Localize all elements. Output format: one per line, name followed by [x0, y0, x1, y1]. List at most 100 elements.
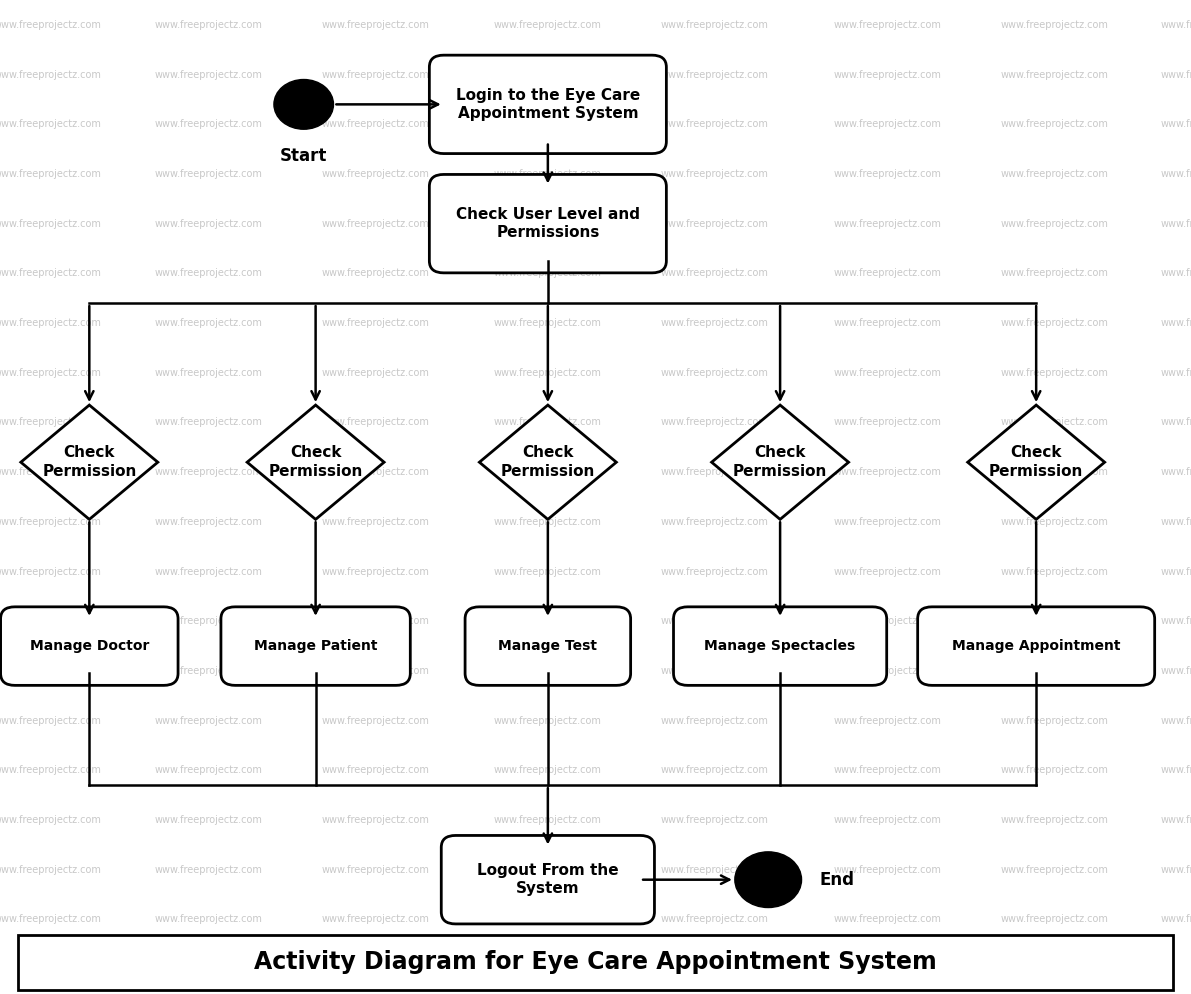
Text: www.freeprojectz.com: www.freeprojectz.com: [494, 268, 601, 278]
Text: www.freeprojectz.com: www.freeprojectz.com: [1000, 368, 1108, 378]
Text: www.freeprojectz.com: www.freeprojectz.com: [0, 815, 101, 825]
Text: www.freeprojectz.com: www.freeprojectz.com: [155, 318, 262, 328]
Text: www.freeprojectz.com: www.freeprojectz.com: [0, 318, 101, 328]
Text: www.freeprojectz.com: www.freeprojectz.com: [322, 169, 429, 179]
Text: www.freeprojectz.com: www.freeprojectz.com: [661, 20, 768, 30]
Text: www.freeprojectz.com: www.freeprojectz.com: [494, 914, 601, 924]
Text: www.freeprojectz.com: www.freeprojectz.com: [322, 765, 429, 775]
Text: www.freeprojectz.com: www.freeprojectz.com: [494, 815, 601, 825]
Text: Manage Test: Manage Test: [498, 639, 598, 653]
Text: www.freeprojectz.com: www.freeprojectz.com: [322, 616, 429, 626]
Text: www.freeprojectz.com: www.freeprojectz.com: [1161, 716, 1191, 726]
Text: www.freeprojectz.com: www.freeprojectz.com: [661, 467, 768, 477]
Text: www.freeprojectz.com: www.freeprojectz.com: [1000, 417, 1108, 427]
Text: Check User Level and
Permissions: Check User Level and Permissions: [456, 207, 640, 241]
Text: www.freeprojectz.com: www.freeprojectz.com: [1161, 368, 1191, 378]
FancyBboxPatch shape: [464, 606, 631, 686]
Text: www.freeprojectz.com: www.freeprojectz.com: [155, 20, 262, 30]
Text: www.freeprojectz.com: www.freeprojectz.com: [661, 268, 768, 278]
Text: www.freeprojectz.com: www.freeprojectz.com: [834, 914, 941, 924]
Text: www.freeprojectz.com: www.freeprojectz.com: [322, 70, 429, 80]
Text: www.freeprojectz.com: www.freeprojectz.com: [1161, 268, 1191, 278]
Text: www.freeprojectz.com: www.freeprojectz.com: [661, 417, 768, 427]
Text: www.freeprojectz.com: www.freeprojectz.com: [494, 417, 601, 427]
Text: www.freeprojectz.com: www.freeprojectz.com: [834, 119, 941, 129]
Text: Activity Diagram for Eye Care Appointment System: Activity Diagram for Eye Care Appointmen…: [254, 950, 937, 974]
Text: Manage Doctor: Manage Doctor: [30, 639, 149, 653]
Text: www.freeprojectz.com: www.freeprojectz.com: [1161, 70, 1191, 80]
Text: www.freeprojectz.com: www.freeprojectz.com: [494, 716, 601, 726]
Text: www.freeprojectz.com: www.freeprojectz.com: [322, 268, 429, 278]
Text: Manage Appointment: Manage Appointment: [952, 639, 1121, 653]
Text: www.freeprojectz.com: www.freeprojectz.com: [0, 268, 101, 278]
Text: www.freeprojectz.com: www.freeprojectz.com: [1000, 716, 1108, 726]
Text: www.freeprojectz.com: www.freeprojectz.com: [661, 119, 768, 129]
Text: www.freeprojectz.com: www.freeprojectz.com: [661, 865, 768, 875]
Polygon shape: [479, 405, 617, 519]
Text: www.freeprojectz.com: www.freeprojectz.com: [1161, 169, 1191, 179]
Text: www.freeprojectz.com: www.freeprojectz.com: [1000, 70, 1108, 80]
Text: www.freeprojectz.com: www.freeprojectz.com: [322, 417, 429, 427]
Text: www.freeprojectz.com: www.freeprojectz.com: [494, 219, 601, 229]
Text: www.freeprojectz.com: www.freeprojectz.com: [155, 914, 262, 924]
FancyBboxPatch shape: [0, 606, 179, 686]
Text: www.freeprojectz.com: www.freeprojectz.com: [1000, 169, 1108, 179]
Text: www.freeprojectz.com: www.freeprojectz.com: [1161, 765, 1191, 775]
Text: www.freeprojectz.com: www.freeprojectz.com: [1161, 517, 1191, 527]
Text: www.freeprojectz.com: www.freeprojectz.com: [322, 119, 429, 129]
Text: Check
Permission: Check Permission: [989, 445, 1084, 479]
Text: www.freeprojectz.com: www.freeprojectz.com: [155, 119, 262, 129]
Text: Check
Permission: Check Permission: [42, 445, 137, 479]
Text: www.freeprojectz.com: www.freeprojectz.com: [0, 865, 101, 875]
Text: End: End: [819, 871, 854, 889]
Text: Check
Permission: Check Permission: [732, 445, 828, 479]
Text: www.freeprojectz.com: www.freeprojectz.com: [1000, 517, 1108, 527]
Text: www.freeprojectz.com: www.freeprojectz.com: [834, 70, 941, 80]
Text: www.freeprojectz.com: www.freeprojectz.com: [494, 517, 601, 527]
Text: www.freeprojectz.com: www.freeprojectz.com: [0, 517, 101, 527]
Text: www.freeprojectz.com: www.freeprojectz.com: [834, 368, 941, 378]
Text: www.freeprojectz.com: www.freeprojectz.com: [155, 865, 262, 875]
Text: www.freeprojectz.com: www.freeprojectz.com: [834, 765, 941, 775]
Text: www.freeprojectz.com: www.freeprojectz.com: [661, 169, 768, 179]
Text: www.freeprojectz.com: www.freeprojectz.com: [155, 268, 262, 278]
Text: www.freeprojectz.com: www.freeprojectz.com: [0, 368, 101, 378]
Text: www.freeprojectz.com: www.freeprojectz.com: [155, 517, 262, 527]
Text: www.freeprojectz.com: www.freeprojectz.com: [494, 368, 601, 378]
Text: www.freeprojectz.com: www.freeprojectz.com: [1000, 219, 1108, 229]
Text: www.freeprojectz.com: www.freeprojectz.com: [834, 666, 941, 676]
Text: www.freeprojectz.com: www.freeprojectz.com: [1000, 318, 1108, 328]
Text: www.freeprojectz.com: www.freeprojectz.com: [1161, 219, 1191, 229]
Text: www.freeprojectz.com: www.freeprojectz.com: [1000, 20, 1108, 30]
Text: www.freeprojectz.com: www.freeprojectz.com: [1161, 914, 1191, 924]
Text: www.freeprojectz.com: www.freeprojectz.com: [322, 517, 429, 527]
FancyBboxPatch shape: [441, 835, 655, 924]
Text: www.freeprojectz.com: www.freeprojectz.com: [0, 417, 101, 427]
Text: www.freeprojectz.com: www.freeprojectz.com: [0, 616, 101, 626]
FancyBboxPatch shape: [430, 55, 667, 153]
Text: www.freeprojectz.com: www.freeprojectz.com: [155, 169, 262, 179]
Text: www.freeprojectz.com: www.freeprojectz.com: [834, 417, 941, 427]
Text: www.freeprojectz.com: www.freeprojectz.com: [0, 716, 101, 726]
Bar: [18, 934, 1173, 990]
Text: www.freeprojectz.com: www.freeprojectz.com: [322, 467, 429, 477]
Text: www.freeprojectz.com: www.freeprojectz.com: [834, 169, 941, 179]
Text: www.freeprojectz.com: www.freeprojectz.com: [155, 368, 262, 378]
Text: www.freeprojectz.com: www.freeprojectz.com: [0, 70, 101, 80]
Text: www.freeprojectz.com: www.freeprojectz.com: [1000, 467, 1108, 477]
Text: www.freeprojectz.com: www.freeprojectz.com: [155, 716, 262, 726]
Text: www.freeprojectz.com: www.freeprojectz.com: [834, 20, 941, 30]
Text: www.freeprojectz.com: www.freeprojectz.com: [834, 517, 941, 527]
Text: www.freeprojectz.com: www.freeprojectz.com: [834, 716, 941, 726]
Text: Start: Start: [280, 147, 328, 165]
Text: www.freeprojectz.com: www.freeprojectz.com: [494, 169, 601, 179]
Circle shape: [274, 80, 333, 129]
Text: www.freeprojectz.com: www.freeprojectz.com: [155, 815, 262, 825]
Text: Check
Permission: Check Permission: [500, 445, 596, 479]
Text: www.freeprojectz.com: www.freeprojectz.com: [834, 219, 941, 229]
Text: www.freeprojectz.com: www.freeprojectz.com: [0, 666, 101, 676]
Text: www.freeprojectz.com: www.freeprojectz.com: [494, 20, 601, 30]
Text: www.freeprojectz.com: www.freeprojectz.com: [322, 914, 429, 924]
Text: www.freeprojectz.com: www.freeprojectz.com: [834, 318, 941, 328]
Text: www.freeprojectz.com: www.freeprojectz.com: [155, 70, 262, 80]
